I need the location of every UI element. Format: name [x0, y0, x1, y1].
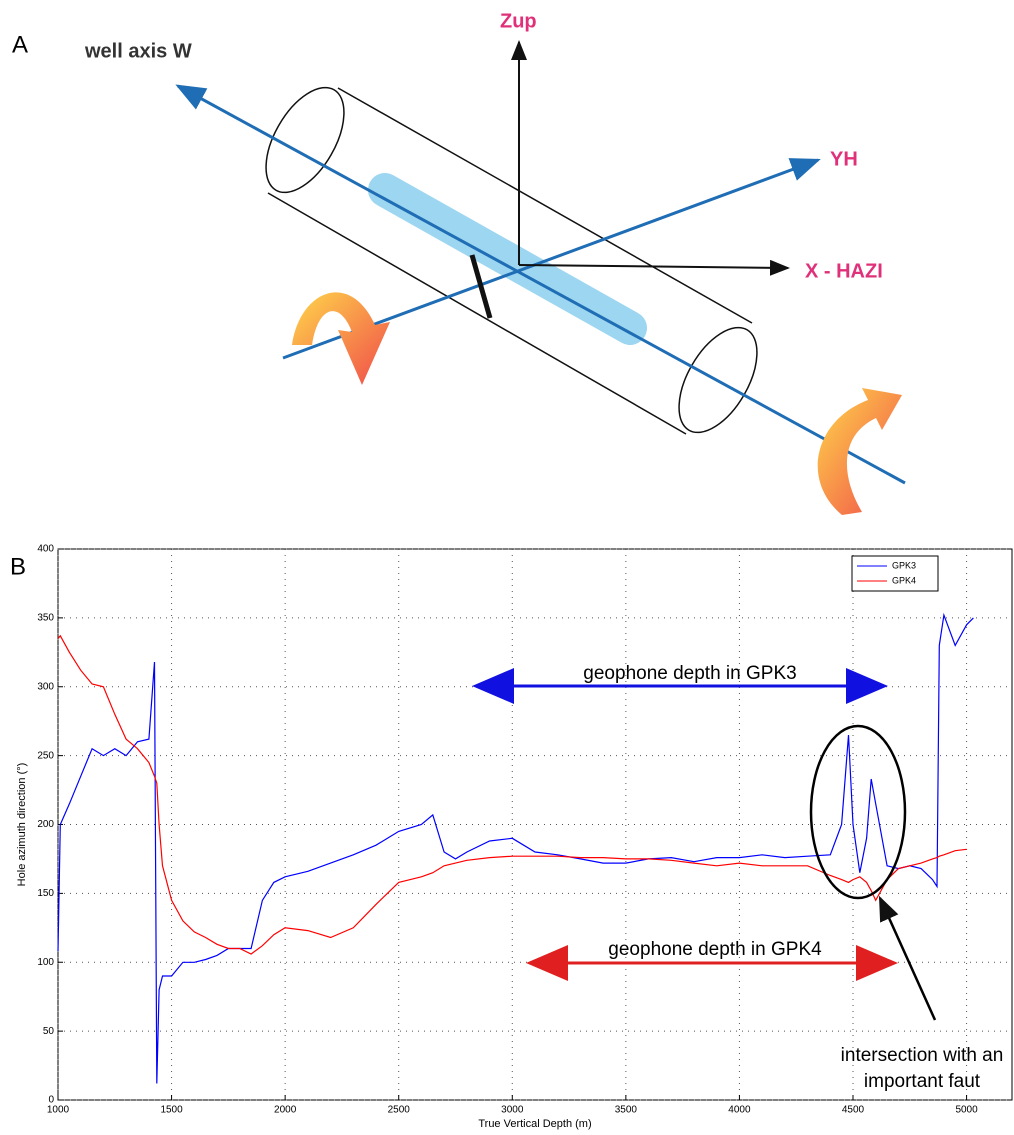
annotation: geophone depth in GPK3 — [583, 663, 796, 684]
data-line — [57, 634, 967, 955]
well-axis — [175, 84, 906, 485]
legend-label: GPK4 — [892, 575, 916, 585]
y-tick-label: 200 — [37, 819, 54, 830]
chart: 0 50 100 150 200 250 300 350 400 1000 1500 2000 2500… — [16, 544, 1013, 1130]
pad — [469, 254, 493, 319]
y-tick-label: 300 — [37, 681, 54, 692]
x-tick-label: 3500 — [615, 1105, 638, 1116]
y-tick-label: 150 — [37, 888, 54, 899]
annotations: geophone depth in GPK3 geophone depth in… — [472, 663, 1004, 1092]
fault-circle — [809, 724, 907, 900]
cylinder-side — [337, 87, 753, 324]
x-tick-label: 5000 — [955, 1105, 978, 1116]
panel-label: A — [12, 31, 28, 58]
annotation: important faut — [864, 1071, 981, 1092]
x-tick-label: 2500 — [388, 1105, 411, 1116]
x-axis-arrow — [518, 259, 790, 276]
cylinder-side — [267, 192, 687, 435]
y-tick-label: 50 — [43, 1026, 55, 1037]
x-tick-label: 3000 — [501, 1105, 524, 1116]
fault-arrow — [878, 895, 937, 1021]
y-tick-label: 350 — [37, 613, 54, 624]
rotation-arrow — [817, 388, 902, 515]
axis-label: YH — [830, 148, 858, 170]
x-tick-label: 1000 — [47, 1105, 70, 1116]
cylinder-end — [265, 86, 345, 194]
x-tick-label: 4500 — [842, 1105, 865, 1116]
y-tick-label: 100 — [37, 957, 54, 968]
x-tick-label: 1500 — [160, 1105, 183, 1116]
annotation: intersection with an — [841, 1045, 1004, 1066]
diagram: A well axis W Zup YH X - HAZI — [12, 10, 906, 515]
y-tick-label: 400 — [37, 544, 54, 555]
sensor — [368, 173, 647, 345]
axis-label: well axis W — [84, 40, 192, 62]
axis-label: Zup — [500, 10, 537, 32]
x-tick-label: 2000 — [274, 1105, 297, 1116]
axis-label: X - HAZI — [805, 260, 883, 282]
annotation: geophone depth in GPK4 — [608, 939, 822, 960]
y-axis-title: Hole azimuth direction (°) — [16, 763, 28, 887]
legend-box — [851, 555, 939, 592]
y-tick-label: 0 — [48, 1095, 54, 1106]
panel-label: B — [10, 553, 26, 580]
legend-label: GPK3 — [892, 560, 916, 570]
x-axis-title: True Vertical Depth (m) — [478, 1118, 591, 1130]
y-tick-label: 250 — [37, 750, 54, 761]
rotation-arrow — [292, 292, 390, 385]
x-tick-label: 4000 — [728, 1105, 751, 1116]
data-line — [57, 612, 974, 1084]
